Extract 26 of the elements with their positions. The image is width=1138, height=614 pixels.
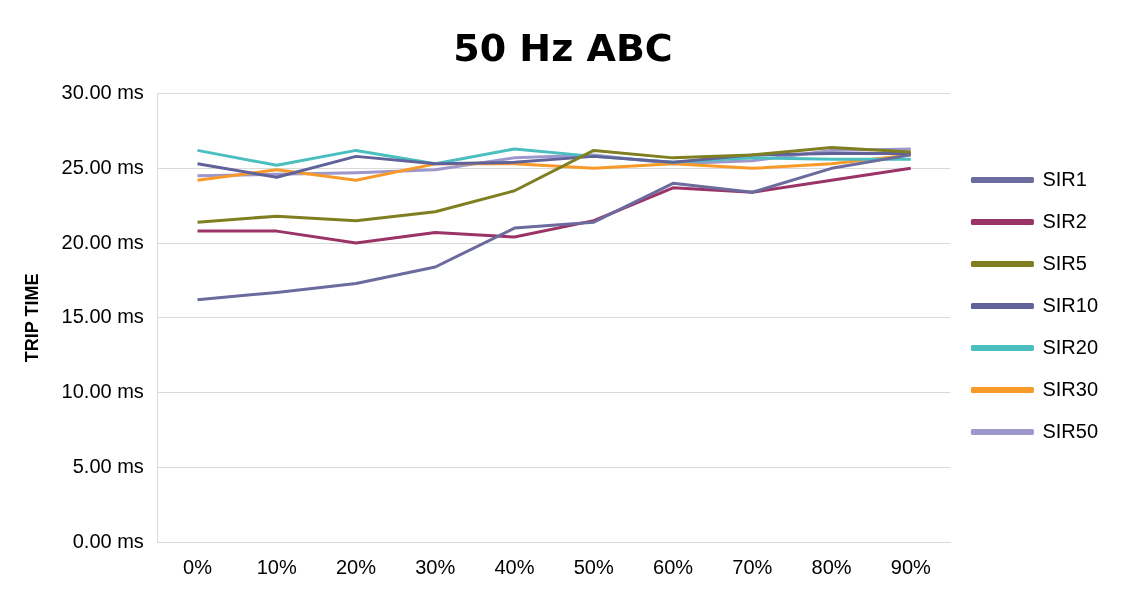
chart-title: 50 Hz ABC <box>453 25 673 70</box>
y-tick-label: 0.00 ms <box>72 529 144 552</box>
y-tick-label: 30.00 ms <box>61 81 144 104</box>
legend-label: SIR50 <box>1042 419 1099 442</box>
legend-label: SIR30 <box>1042 377 1099 400</box>
y-axis-title: TRIP TIME <box>21 273 42 363</box>
legend-label: SIR2 <box>1042 209 1087 232</box>
y-tick-label: 25.00 ms <box>61 155 144 178</box>
x-tick-label: 90% <box>890 555 932 578</box>
y-tick-label: 15.00 ms <box>61 305 144 328</box>
legend-label: SIR10 <box>1042 293 1099 316</box>
y-tick-label: 10.00 ms <box>61 380 144 403</box>
legend-label: SIR5 <box>1042 251 1087 274</box>
x-tick-label: 80% <box>811 555 852 578</box>
x-tick-label: 40% <box>494 555 535 578</box>
x-tick-label: 20% <box>335 555 377 578</box>
x-tick-label: 70% <box>732 555 773 578</box>
y-tick-label: 5.00 ms <box>72 454 144 477</box>
x-tick-label: 60% <box>653 555 694 578</box>
x-tick-label: 50% <box>573 555 614 578</box>
x-tick-label: 0% <box>183 555 213 578</box>
x-tick-label: 10% <box>256 555 297 578</box>
legend-label: SIR20 <box>1042 335 1099 358</box>
legend-label: SIR1 <box>1042 167 1087 190</box>
y-tick-label: 20.00 ms <box>61 230 144 253</box>
x-tick-label: 30% <box>415 555 456 578</box>
